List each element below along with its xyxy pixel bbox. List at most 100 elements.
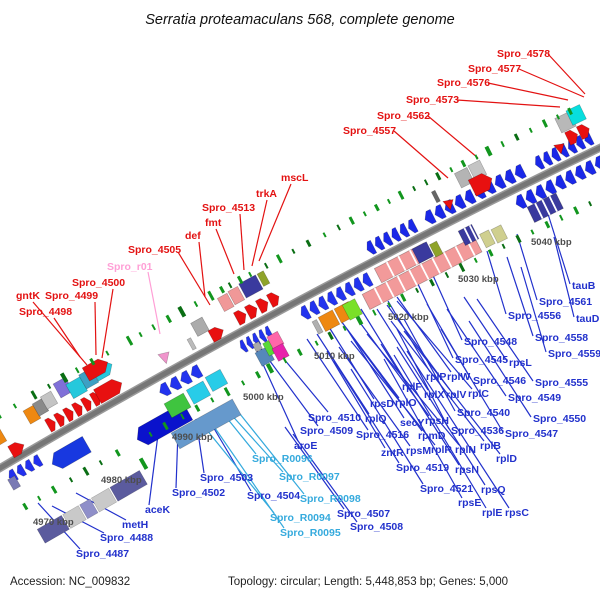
gene-label-Spro_R0097[interactable]: Spro_R0097	[279, 471, 340, 483]
gene-feature[interactable]	[93, 376, 125, 405]
gene-feature[interactable]	[65, 376, 88, 400]
gene-feature[interactable]	[341, 298, 363, 321]
gene-label-Spro_R0095[interactable]: Spro_R0095	[280, 527, 341, 539]
gene-label-rplQ[interactable]: rplQ	[365, 413, 387, 425]
gene-label-rplC[interactable]: rplC	[468, 388, 489, 400]
gene-feature[interactable]	[479, 229, 496, 249]
gene-label-Spro_4578[interactable]: Spro_4578	[497, 48, 550, 60]
gene-feature[interactable]	[207, 324, 227, 343]
gene-label-Spro_4503[interactable]: Spro_4503	[200, 472, 253, 484]
gene-feature[interactable]	[7, 475, 22, 491]
gene-label-rpsM[interactable]: rpsM	[406, 445, 431, 457]
gene-feature[interactable]	[36, 470, 148, 544]
gene-feature[interactable]	[7, 439, 28, 459]
gene-feature[interactable]	[467, 170, 496, 197]
gene-label-rpsH[interactable]: rpsH	[425, 415, 449, 427]
gene-label-def[interactable]: def	[185, 230, 201, 242]
gene-label-rplB[interactable]: rplB	[480, 440, 501, 452]
gene-label-rpsQ[interactable]: rpsQ	[481, 484, 506, 496]
gene-feature[interactable]	[190, 316, 210, 337]
gene-feature[interactable]	[361, 236, 483, 310]
gene-label-rplD[interactable]: rplD	[496, 453, 517, 465]
gene-feature[interactable]	[185, 380, 212, 405]
gene-label-metH[interactable]: metH	[122, 519, 148, 531]
gene-label-zntR[interactable]: zntR	[381, 447, 404, 459]
gene-feature[interactable]	[252, 341, 263, 353]
gene-label-Spro_4556[interactable]: Spro_4556	[508, 310, 561, 322]
gene-feature[interactable]	[490, 224, 508, 244]
gene-label-Spro_R0098[interactable]: Spro_R0098	[300, 493, 361, 505]
gene-feature[interactable]	[430, 189, 441, 204]
gene-label-gntK[interactable]: gntK	[16, 290, 40, 302]
gene-feature[interactable]	[256, 270, 271, 287]
gene-label-rpmD[interactable]: rpmD	[418, 430, 446, 442]
gene-label-Spro_4498[interactable]: Spro_4498	[19, 306, 72, 318]
gene-feature[interactable]	[429, 240, 444, 258]
gene-label-Spro_R0094[interactable]: Spro_R0094	[270, 512, 331, 524]
gene-feature[interactable]	[157, 349, 173, 365]
gene-label-rplR[interactable]: rplR	[431, 444, 452, 456]
gene-label-Spro_4548[interactable]: Spro_4548	[464, 336, 517, 348]
gene-label-mscL[interactable]: mscL	[281, 172, 309, 184]
gene-label-rpsC[interactable]: rpsC	[505, 507, 529, 519]
gene-feature[interactable]	[457, 223, 480, 246]
gene-feature[interactable]	[163, 392, 192, 419]
gene-label-secY[interactable]: secY	[400, 417, 425, 429]
gene-label-Spro_r01[interactable]: Spro_r01	[107, 261, 153, 273]
gene-feature[interactable]	[216, 292, 235, 313]
gene-label-Spro_4545[interactable]: Spro_4545	[455, 354, 508, 366]
gene-feature[interactable]	[553, 141, 568, 155]
gene-label-Spro_4540[interactable]: Spro_4540	[457, 407, 510, 419]
gene-label-rplE[interactable]: rplE	[482, 507, 502, 519]
gene-label-rplF[interactable]: rplF	[402, 381, 422, 393]
gene-feature[interactable]	[411, 241, 435, 264]
gene-label-Spro_4577[interactable]: Spro_4577	[468, 63, 521, 75]
gene-label-rplX[interactable]: rplX	[424, 389, 444, 401]
gene-label-Spro_4505[interactable]: Spro_4505	[128, 244, 181, 256]
gene-feature[interactable]	[232, 290, 282, 326]
gene-label-trkA[interactable]: trkA	[256, 188, 277, 200]
gene-label-Spro_4510[interactable]: Spro_4510	[308, 412, 361, 424]
gene-feature[interactable]	[186, 337, 197, 351]
gene-label-rplO[interactable]: rplO	[395, 397, 417, 409]
gene-label-Spro_R0096[interactable]: Spro_R0096	[252, 453, 313, 465]
gene-label-fmt[interactable]: fmt	[205, 217, 222, 229]
gene-feature[interactable]	[170, 398, 242, 450]
gene-feature[interactable]	[311, 319, 324, 335]
gene-feature[interactable]	[44, 390, 104, 433]
gene-feature[interactable]	[39, 390, 59, 410]
gene-label-Spro_4550[interactable]: Spro_4550	[533, 413, 586, 425]
gene-label-aroE[interactable]: aroE	[294, 440, 317, 452]
gene-label-Spro_4557[interactable]: Spro_4557	[343, 125, 396, 137]
gene-label-Spro_4555[interactable]: Spro_4555	[535, 377, 588, 389]
gene-label-Spro_4576[interactable]: Spro_4576	[437, 77, 490, 89]
gene-feature[interactable]	[227, 285, 246, 306]
gene-feature[interactable]	[81, 356, 111, 382]
gene-label-Spro_4499[interactable]: Spro_4499	[45, 290, 98, 302]
gene-label-rpsD[interactable]: rpsD	[370, 398, 394, 410]
gene-label-Spro_4519[interactable]: Spro_4519	[396, 462, 449, 474]
gene-label-Spro_4562[interactable]: Spro_4562	[377, 110, 430, 122]
gene-label-Spro_4487[interactable]: Spro_4487	[76, 548, 129, 560]
gene-label-rplW[interactable]: rplW	[447, 371, 470, 383]
gene-label-Spro_4573[interactable]: Spro_4573	[406, 94, 459, 106]
gene-feature[interactable]	[526, 192, 564, 223]
gene-feature[interactable]	[317, 309, 341, 332]
gene-label-rpsL[interactable]: rpsL	[509, 357, 532, 369]
gene-feature[interactable]	[204, 368, 229, 392]
gene-label-tauB[interactable]: tauB	[572, 280, 596, 292]
gene-label-aceK[interactable]: aceK	[145, 504, 171, 516]
gene-label-Spro_4547[interactable]: Spro_4547	[505, 428, 558, 440]
gene-label-rplV[interactable]: rplV	[446, 389, 466, 401]
gene-label-Spro_4513[interactable]: Spro_4513	[202, 202, 255, 214]
gene-label-Spro_4509[interactable]: Spro_4509	[300, 425, 353, 437]
gene-label-Spro_4504[interactable]: Spro_4504	[247, 490, 300, 502]
gene-label-rpsN[interactable]: rpsN	[455, 464, 479, 476]
gene-feature[interactable]	[238, 274, 264, 299]
gene-label-Spro_4516[interactable]: Spro_4516	[356, 429, 409, 441]
gene-label-Spro_4558[interactable]: Spro_4558	[535, 332, 588, 344]
gene-label-Spro_4507[interactable]: Spro_4507	[337, 508, 390, 520]
gene-label-Spro_4488[interactable]: Spro_4488	[100, 532, 153, 544]
gene-feature[interactable]	[564, 122, 593, 146]
